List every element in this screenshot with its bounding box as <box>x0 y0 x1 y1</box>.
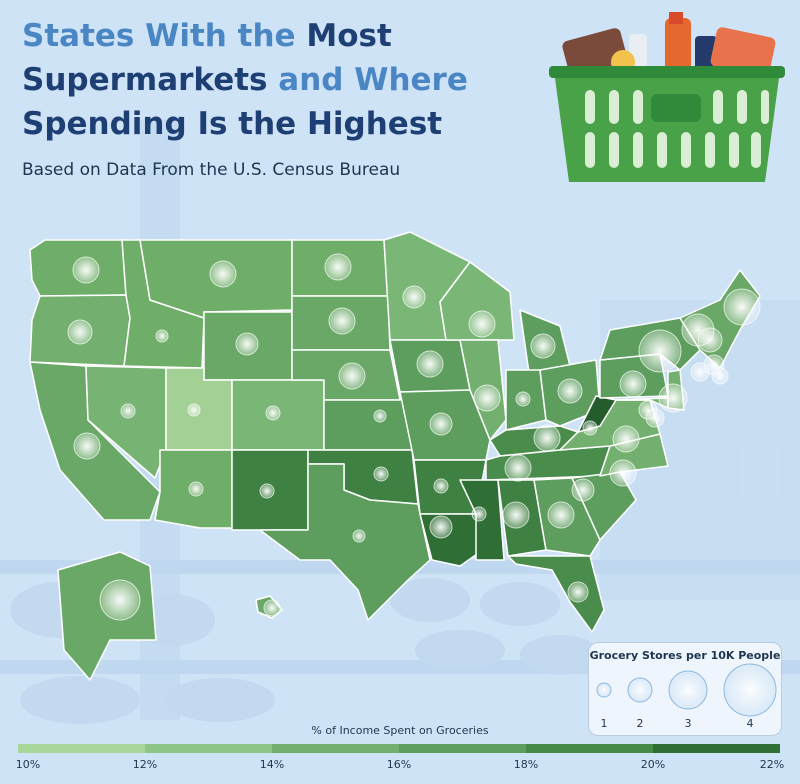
bubble-legend-title: Grocery Stores per 10K People <box>589 649 781 662</box>
bubble-ohio <box>557 378 583 404</box>
page-title: States With the Most Supermarkets and Wh… <box>22 14 468 146</box>
bubble-california <box>73 432 101 460</box>
state-wisconsin <box>439 261 515 341</box>
state-kansas <box>323 399 413 451</box>
bubble-idaho <box>155 329 169 343</box>
bubble-oregon <box>67 319 93 345</box>
scale-tick-12: 12% <box>132 758 158 771</box>
page-subtitle: Based on Data From the U.S. Census Burea… <box>22 160 401 180</box>
bubble-florida <box>567 581 589 603</box>
scale-segment-2 <box>145 744 272 753</box>
bubble-texas <box>352 529 366 543</box>
legend-label-1: 1 <box>600 717 608 730</box>
bubble-kentucky <box>533 424 561 452</box>
bubble-washington <box>72 256 100 284</box>
bubble-mississippi <box>471 506 487 522</box>
legend-label-3: 3 <box>684 717 692 730</box>
bubble-arkansas <box>433 478 449 494</box>
groceries-icon <box>562 12 776 78</box>
bubble-new-mexico <box>259 483 275 499</box>
bubble-hawaii <box>263 599 281 617</box>
legend-bubble-3 <box>668 670 708 710</box>
bubble-minnesota <box>402 285 426 309</box>
state-alaska <box>57 551 157 681</box>
bubble-arizona <box>188 481 204 497</box>
bubble-nebraska <box>338 362 366 390</box>
bubble-utah <box>187 403 201 417</box>
bubble-nevada <box>120 403 136 419</box>
bubble-maine <box>723 288 761 326</box>
bubble-illinois <box>473 384 501 412</box>
bubble-wisconsin <box>468 310 496 338</box>
bubble-north-dakota <box>324 253 352 281</box>
scale-tick-16: 16% <box>386 758 412 771</box>
scale-segment-5 <box>526 744 653 753</box>
bubble-legend: Grocery Stores per 10K People 1 2 3 4 <box>588 642 782 736</box>
bubble-missouri <box>429 412 453 436</box>
bubble-georgia <box>547 501 575 529</box>
legend-bubble-1 <box>596 682 612 698</box>
title-part-1: States With the <box>22 18 307 54</box>
scale-tick-10: 10% <box>15 758 41 771</box>
scale-tick-14: 14% <box>259 758 285 771</box>
bubble-new-york <box>638 329 682 373</box>
scale-segment-4 <box>399 744 526 753</box>
bubble-wyoming <box>235 332 259 356</box>
bubble-indiana <box>515 391 531 407</box>
legend-bubble-4 <box>723 663 777 717</box>
bubble-west-virginia <box>582 420 598 436</box>
title-part-2: Most <box>306 18 392 54</box>
bubble-north-carolina <box>609 459 637 487</box>
bubble-louisiana <box>429 515 453 539</box>
bubble-south-dakota <box>328 307 356 335</box>
bubble-michigan <box>530 333 556 359</box>
bubble-tennessee <box>504 454 532 482</box>
legend-bubble-2 <box>627 677 653 703</box>
bubble-iowa <box>416 350 444 378</box>
scale-tick-20: 20% <box>640 758 666 771</box>
title-part-5: Spending Is the Highest <box>22 106 443 142</box>
legend-label-2: 2 <box>636 717 644 730</box>
bubble-alaska <box>99 579 141 621</box>
title-part-3: Supermarkets <box>22 62 279 98</box>
bubble-vermont <box>697 327 723 353</box>
scale-segment-1 <box>18 744 145 753</box>
scale-tick-22: 22% <box>759 758 785 771</box>
bubble-pennsylvania <box>619 370 647 398</box>
legend-label-4: 4 <box>746 717 754 730</box>
bubble-connecticut <box>690 362 710 382</box>
bubble-alabama <box>502 501 530 529</box>
color-scale-bar <box>18 744 780 753</box>
bubble-virginia <box>612 425 640 453</box>
bubble-montana <box>209 260 237 288</box>
grocery-basket-icon <box>549 12 785 182</box>
color-scale-title: % of Income Spent on Groceries <box>311 724 489 737</box>
bubble-south-carolina <box>571 478 595 502</box>
bubble-maryland <box>638 400 658 420</box>
bubble-kansas <box>373 409 387 423</box>
bubble-rhode-island <box>711 367 729 385</box>
scale-segment-3 <box>272 744 399 753</box>
scale-segment-6 <box>653 744 780 753</box>
bubble-colorado <box>265 405 281 421</box>
state-texas <box>259 463 431 621</box>
title-part-4: and Where <box>278 62 468 98</box>
bubble-legend-circles <box>596 663 777 717</box>
state-florida <box>507 555 605 633</box>
scale-tick-18: 18% <box>513 758 539 771</box>
bubble-oklahoma <box>373 466 389 482</box>
bubble-new-jersey <box>658 383 688 413</box>
